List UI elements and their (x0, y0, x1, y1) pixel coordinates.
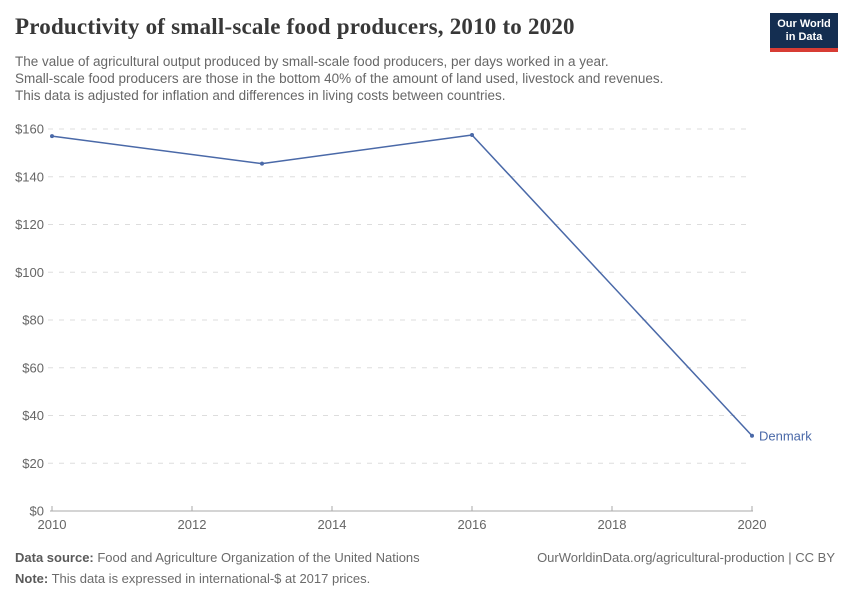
y-tick-label: $120 (15, 217, 44, 232)
data-point (260, 161, 264, 166)
footer-citation-link: OurWorldinData.org/agricultural-producti… (537, 550, 835, 565)
footer-source-label: Data source: (15, 550, 94, 565)
y-tick-label: $160 (15, 122, 44, 137)
y-tick-label: $0 (30, 504, 44, 519)
x-tick-label: 2014 (318, 517, 347, 532)
footer-note-line: Note: This data is expressed in internat… (15, 568, 835, 589)
footer-note-text: This data is expressed in international-… (48, 571, 371, 586)
subtitle-line-1: The value of agricultural output produce… (15, 54, 609, 69)
data-point (750, 433, 754, 438)
subtitle-line-2: Small-scale food producers are those in … (15, 71, 664, 86)
y-tick-label: $40 (22, 408, 44, 423)
owid-logo: Our World in Data (770, 13, 838, 52)
y-tick-label: $100 (15, 265, 44, 280)
x-tick-label: 2016 (458, 517, 487, 532)
footer-source-text: Food and Agriculture Organization of the… (93, 550, 420, 565)
x-tick-label: 2018 (598, 517, 627, 532)
x-tick-label: 2012 (178, 517, 207, 532)
y-tick-label: $80 (22, 313, 44, 328)
series-label: Denmark (759, 428, 812, 443)
chart-subtitle: The value of agricultural output produce… (15, 53, 825, 104)
page-title: Productivity of small-scale food produce… (15, 14, 575, 39)
line-chart: $0 $20 $40 $60 $80 $100 $120 $140 $160 2010 2012 20… (15, 122, 812, 533)
owid-logo-line2: in Data (785, 31, 823, 43)
chart-footer: Data source: Food and Agriculture Organi… (15, 547, 835, 589)
data-line (51, 134, 753, 437)
data-point (470, 132, 474, 137)
data-point (50, 134, 54, 139)
owid-logo-line1: Our World (777, 18, 831, 30)
x-tick-label: 2020 (738, 517, 767, 532)
footer-source-line: Data source: Food and Agriculture Organi… (15, 547, 835, 568)
footer-note-label: Note: (15, 571, 49, 586)
subtitle-line-3: This data is adjusted for inflation and … (15, 88, 506, 103)
x-tick-label: 2010 (38, 517, 67, 532)
y-tick-label: $60 (22, 360, 44, 375)
y-tick-label: $20 (22, 456, 44, 471)
y-tick-label: $140 (15, 169, 44, 184)
